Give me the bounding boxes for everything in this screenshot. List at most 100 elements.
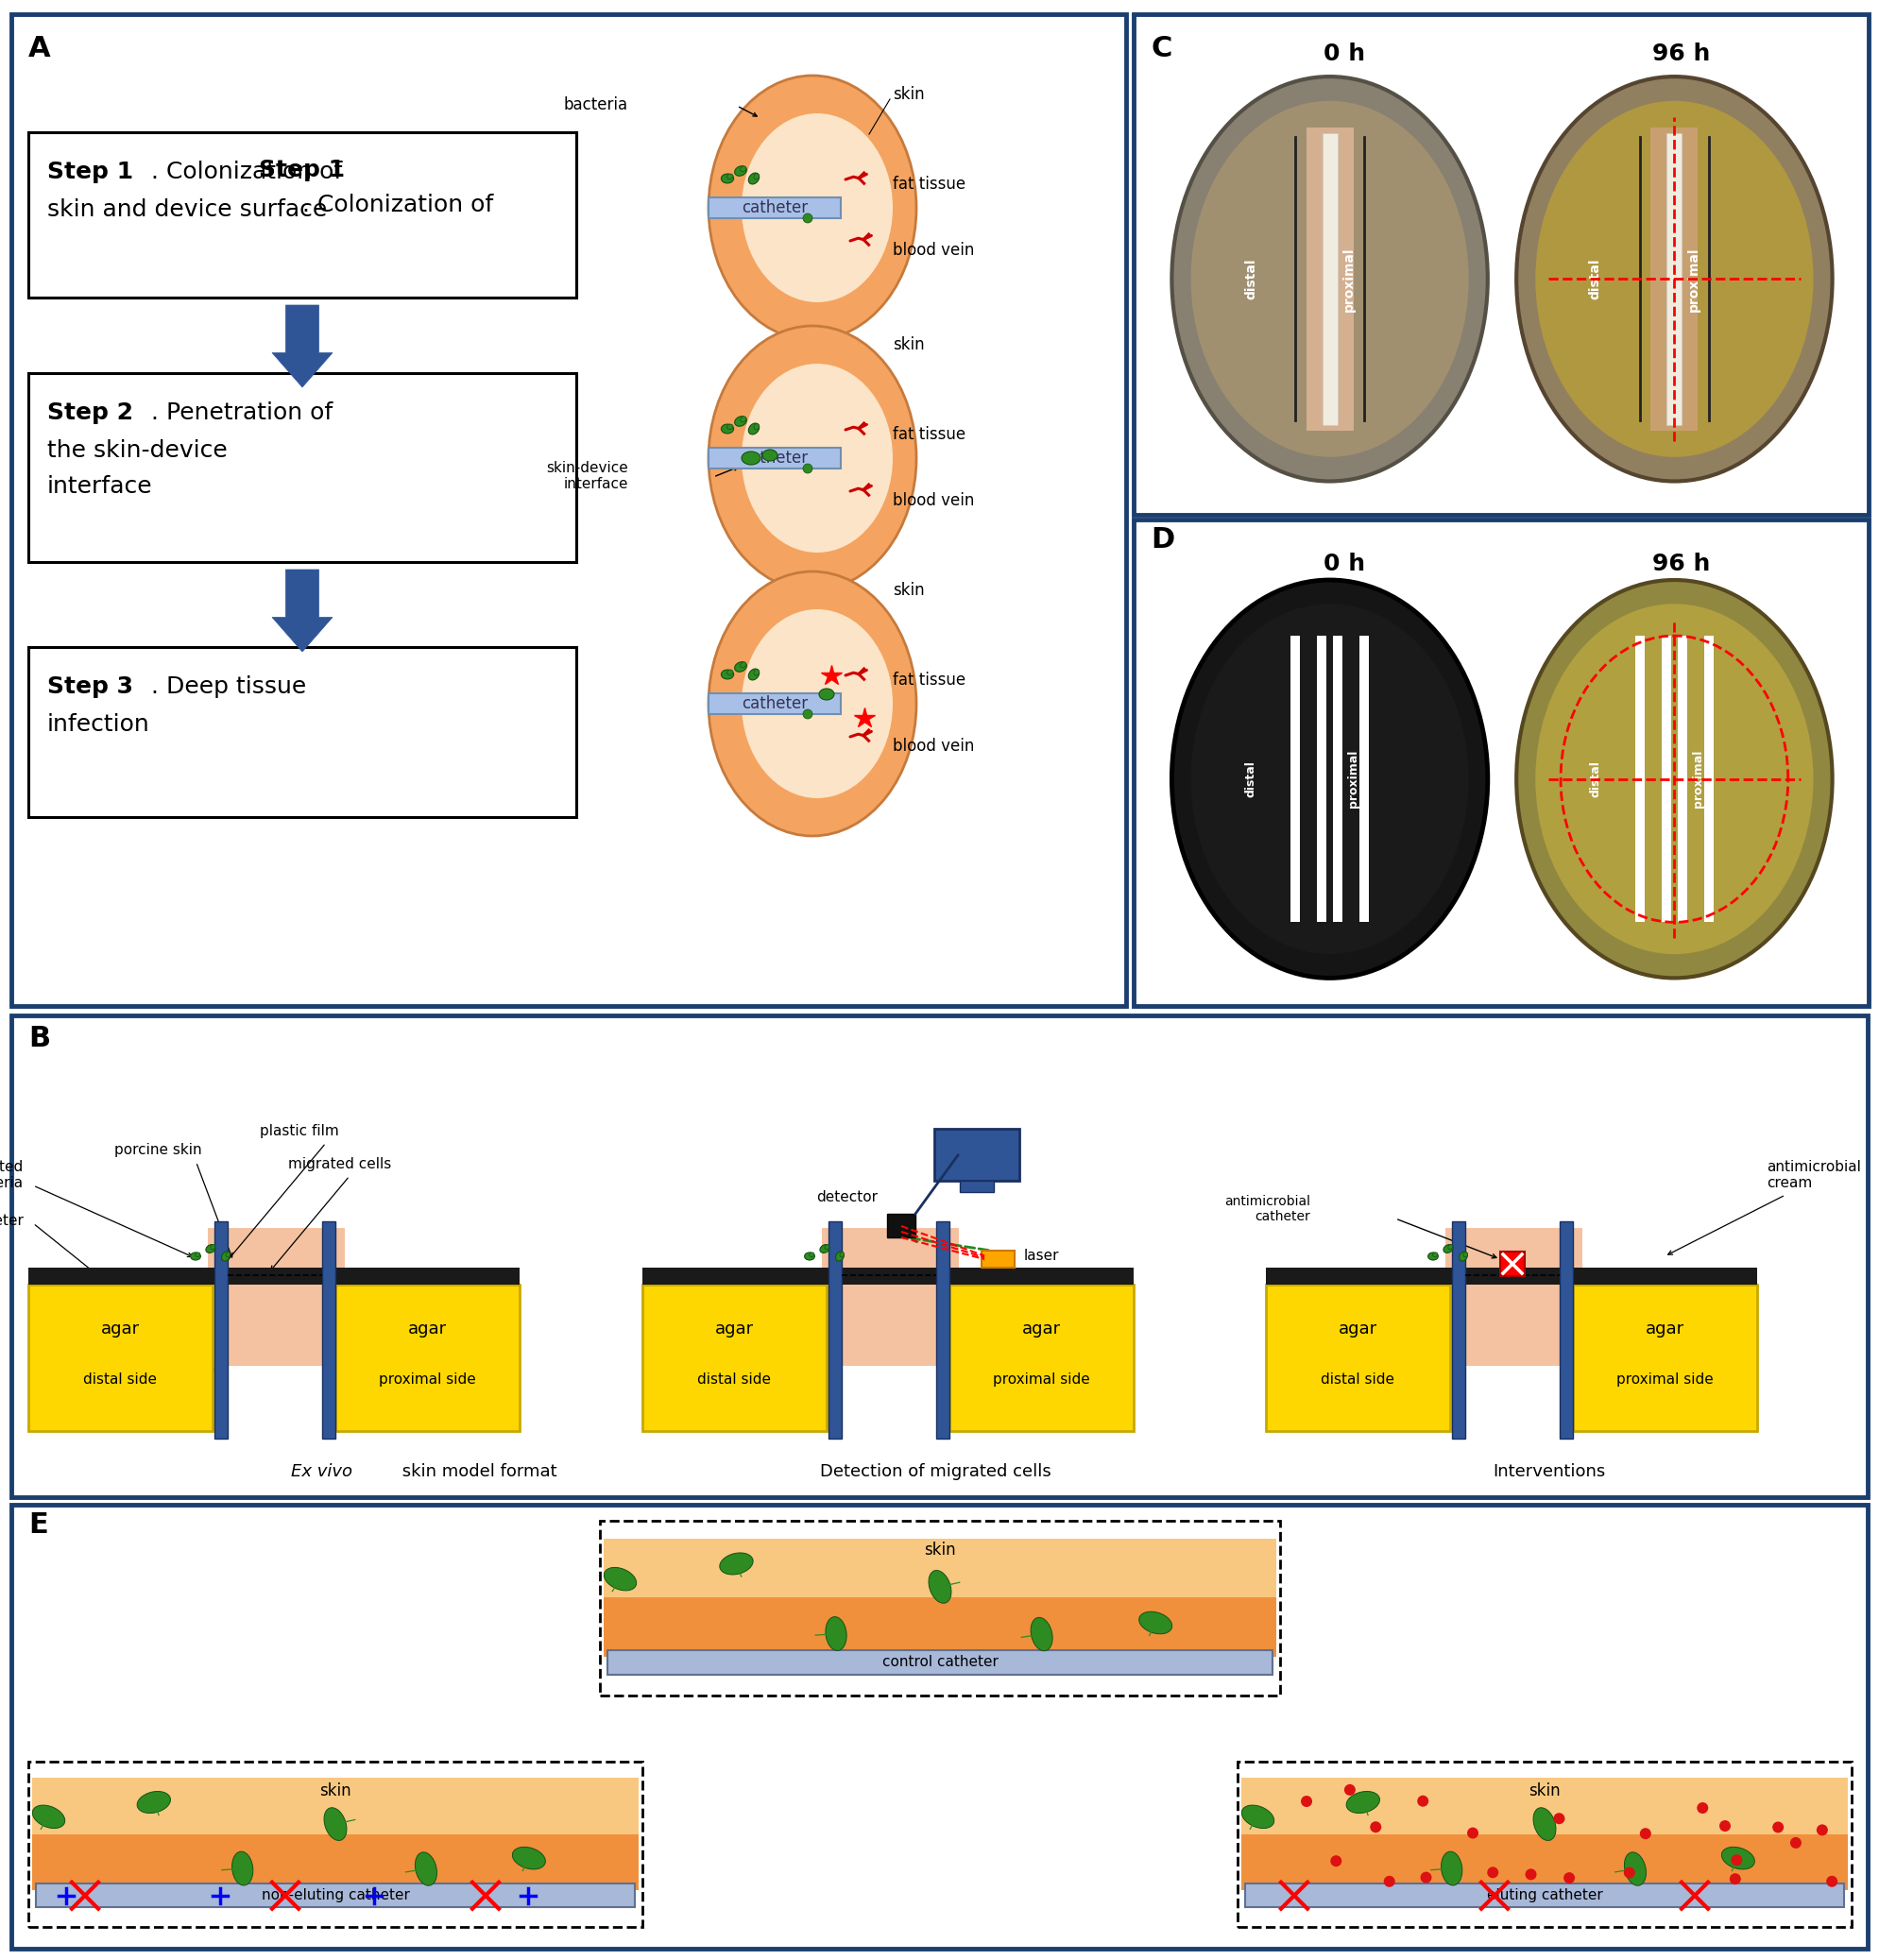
Ellipse shape (210, 1245, 214, 1249)
Ellipse shape (1623, 1852, 1646, 1886)
Text: antimicrobial
cream: antimicrobial cream (1766, 1160, 1860, 1190)
Circle shape (1343, 1784, 1355, 1795)
Ellipse shape (740, 662, 746, 668)
Ellipse shape (727, 174, 733, 178)
Text: Step 3: Step 3 (47, 676, 133, 698)
Circle shape (1486, 1866, 1498, 1878)
Text: Interventions: Interventions (1492, 1464, 1605, 1480)
Bar (1236, 1762, 1851, 1927)
Ellipse shape (1516, 76, 1832, 482)
Bar (28, 1762, 643, 1927)
Circle shape (1524, 1868, 1535, 1880)
Ellipse shape (836, 1252, 844, 1260)
Text: E: E (28, 1511, 49, 1539)
Bar (334, 1284, 519, 1431)
Text: catheter: catheter (740, 696, 808, 711)
Text: antimicrobial
catheter: antimicrobial catheter (1223, 1196, 1310, 1223)
Bar (1265, 1284, 1449, 1431)
Ellipse shape (1432, 1252, 1437, 1256)
Circle shape (802, 214, 812, 223)
Ellipse shape (825, 1617, 846, 1650)
Ellipse shape (819, 688, 834, 700)
Ellipse shape (513, 1846, 545, 1870)
Circle shape (1789, 1837, 1800, 1848)
Ellipse shape (1721, 1846, 1753, 1870)
Bar (949, 1284, 1133, 1431)
Text: distal: distal (1244, 259, 1257, 300)
Bar (603, 1539, 1276, 1597)
Text: plastic film: plastic film (259, 1123, 338, 1139)
Bar (643, 1268, 1133, 1284)
Text: 0 h: 0 h (1323, 43, 1364, 65)
Bar (214, 1221, 227, 1439)
Text: catheter: catheter (740, 200, 808, 216)
Text: B: B (28, 1025, 51, 1053)
Bar (321, 1221, 334, 1439)
Bar (708, 694, 840, 713)
Ellipse shape (190, 1252, 201, 1260)
Ellipse shape (222, 1252, 229, 1260)
Text: skin: skin (893, 86, 924, 104)
Text: skin: skin (893, 337, 924, 353)
Ellipse shape (763, 449, 778, 461)
Circle shape (1825, 1876, 1836, 1887)
Bar (1332, 635, 1342, 923)
Ellipse shape (1462, 1252, 1467, 1256)
Ellipse shape (825, 1245, 829, 1249)
Text: blood vein: blood vein (893, 737, 973, 755)
Bar (28, 131, 577, 298)
Text: proximal: proximal (1691, 751, 1704, 808)
Bar (36, 1884, 635, 1907)
Circle shape (1370, 1821, 1381, 1833)
Text: Detection of migrated cells: Detection of migrated cells (819, 1464, 1050, 1480)
Text: proximal: proximal (1685, 247, 1699, 312)
Ellipse shape (1458, 1252, 1467, 1260)
Ellipse shape (1345, 1791, 1379, 1813)
Ellipse shape (740, 365, 893, 553)
Ellipse shape (735, 662, 746, 672)
Ellipse shape (804, 1252, 814, 1260)
Text: Step 1: Step 1 (259, 159, 346, 182)
Circle shape (1563, 1872, 1575, 1884)
Bar (28, 1284, 212, 1431)
Polygon shape (272, 570, 333, 653)
Text: A: A (28, 35, 51, 63)
Circle shape (802, 710, 812, 719)
Ellipse shape (1443, 1245, 1452, 1252)
Bar (934, 1129, 1018, 1180)
Text: proximal: proximal (1347, 751, 1359, 808)
Bar (708, 447, 840, 468)
Bar (607, 1650, 1272, 1674)
Bar (1704, 635, 1714, 923)
Text: agar: agar (1338, 1319, 1377, 1337)
Ellipse shape (748, 668, 759, 680)
Bar (1240, 1778, 1847, 1835)
Ellipse shape (740, 167, 746, 172)
Text: distal side: distal side (1321, 1372, 1394, 1388)
Ellipse shape (1535, 604, 1813, 955)
Polygon shape (272, 306, 333, 388)
Text: proximal side: proximal side (380, 1372, 475, 1388)
Ellipse shape (708, 572, 915, 837)
Text: inoculated
bacteria: inoculated bacteria (0, 1160, 24, 1190)
Ellipse shape (1428, 1252, 1437, 1260)
Ellipse shape (231, 1852, 254, 1886)
Ellipse shape (928, 1570, 951, 1603)
Text: . Colonization of: . Colonization of (303, 194, 492, 216)
Text: laser: laser (1024, 1249, 1060, 1262)
Ellipse shape (753, 668, 759, 676)
Text: skin and device surface: skin and device surface (47, 198, 327, 221)
Ellipse shape (1441, 1852, 1462, 1886)
Text: migrated cells: migrated cells (287, 1156, 391, 1172)
Bar (1635, 635, 1644, 923)
Text: agar: agar (1022, 1319, 1060, 1337)
Bar (1359, 635, 1368, 923)
Text: distal side: distal side (697, 1372, 770, 1388)
Text: interface: interface (47, 474, 152, 498)
Ellipse shape (722, 423, 733, 433)
Circle shape (1330, 1856, 1342, 1866)
Text: fat tissue: fat tissue (893, 176, 966, 192)
Ellipse shape (740, 610, 893, 798)
Text: 96 h: 96 h (1652, 553, 1710, 574)
Text: . Penetration of: . Penetration of (150, 402, 333, 423)
